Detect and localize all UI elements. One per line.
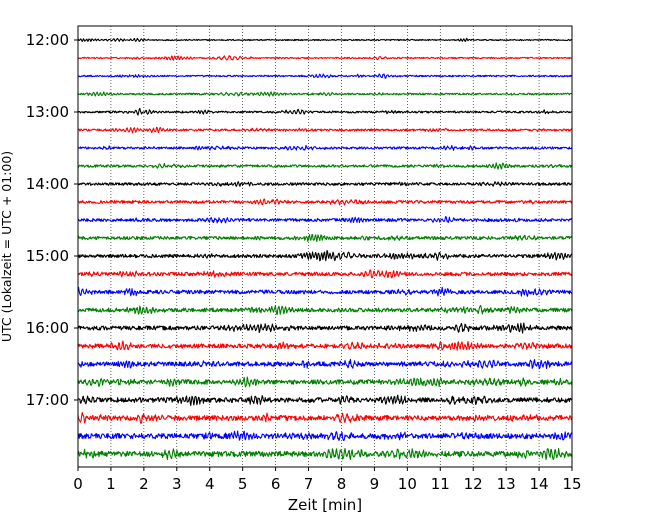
trace-1330 (77, 145, 573, 151)
x-tick-label: 3 (172, 475, 182, 493)
y-tick-label: 13:00 (26, 103, 69, 121)
trace-1230 (77, 73, 573, 79)
trace-1630 (77, 358, 573, 370)
seismic-traces (77, 37, 573, 461)
x-tick-label: 2 (139, 475, 149, 493)
trace-1300 (77, 107, 573, 116)
x-tick-label: 11 (431, 475, 450, 493)
trace-1400 (77, 181, 573, 187)
x-tick-label: 6 (271, 475, 281, 493)
x-tick-label: 7 (304, 475, 314, 493)
trace-1430 (77, 215, 572, 224)
x-axis-ticks: 0 1 2 3 4 5 6 7 8 9 10 11 12 13 14 15 (73, 467, 582, 493)
x-tick-label: 5 (238, 475, 248, 493)
x-tick-label: 4 (205, 475, 215, 493)
trace-1615 (77, 340, 573, 351)
y-tick-label: 16:00 (26, 319, 69, 337)
x-tick-label: 9 (370, 475, 380, 493)
trace-1245 (77, 91, 572, 97)
trace-1315 (77, 126, 573, 134)
y-axis-ticks: 12:00 13:00 14:00 15:00 16:00 17:00 (26, 31, 78, 409)
y-tick-label: 17:00 (26, 391, 69, 409)
trace-1745 (77, 447, 573, 461)
x-axis-label: Zeit [min] (288, 496, 362, 514)
trace-1600 (77, 322, 573, 334)
x-tick-label: 1 (106, 475, 116, 493)
y-axis-label: UTC (Lokalzeit = UTC + 01:00) (0, 151, 14, 342)
trace-1545 (77, 304, 573, 315)
y-tick-label: 15:00 (26, 247, 69, 265)
x-tick-label: 0 (73, 475, 83, 493)
trace-1200 (77, 37, 573, 43)
trace-1500 (77, 249, 573, 262)
trace-1730 (77, 430, 573, 442)
trace-1530 (77, 286, 573, 297)
trace-1645 (77, 376, 573, 388)
x-tick-label: 14 (530, 475, 549, 493)
plot-frame (77, 25, 573, 468)
x-tick-label: 8 (337, 475, 347, 493)
x-tick-label: 15 (562, 475, 581, 493)
y-tick-label: 14:00 (26, 175, 69, 193)
trace-1415 (77, 198, 573, 206)
trace-1515 (77, 269, 573, 279)
x-tick-label: 12 (464, 475, 483, 493)
x-tick-label: 10 (398, 475, 417, 493)
x-tick-label: 13 (497, 475, 516, 493)
y-tick-label: 12:00 (26, 31, 69, 49)
trace-1715 (77, 411, 573, 425)
trace-1215 (77, 55, 572, 61)
trace-1345 (77, 162, 573, 170)
trace-1700 (77, 394, 572, 407)
trace-1445 (77, 234, 573, 243)
